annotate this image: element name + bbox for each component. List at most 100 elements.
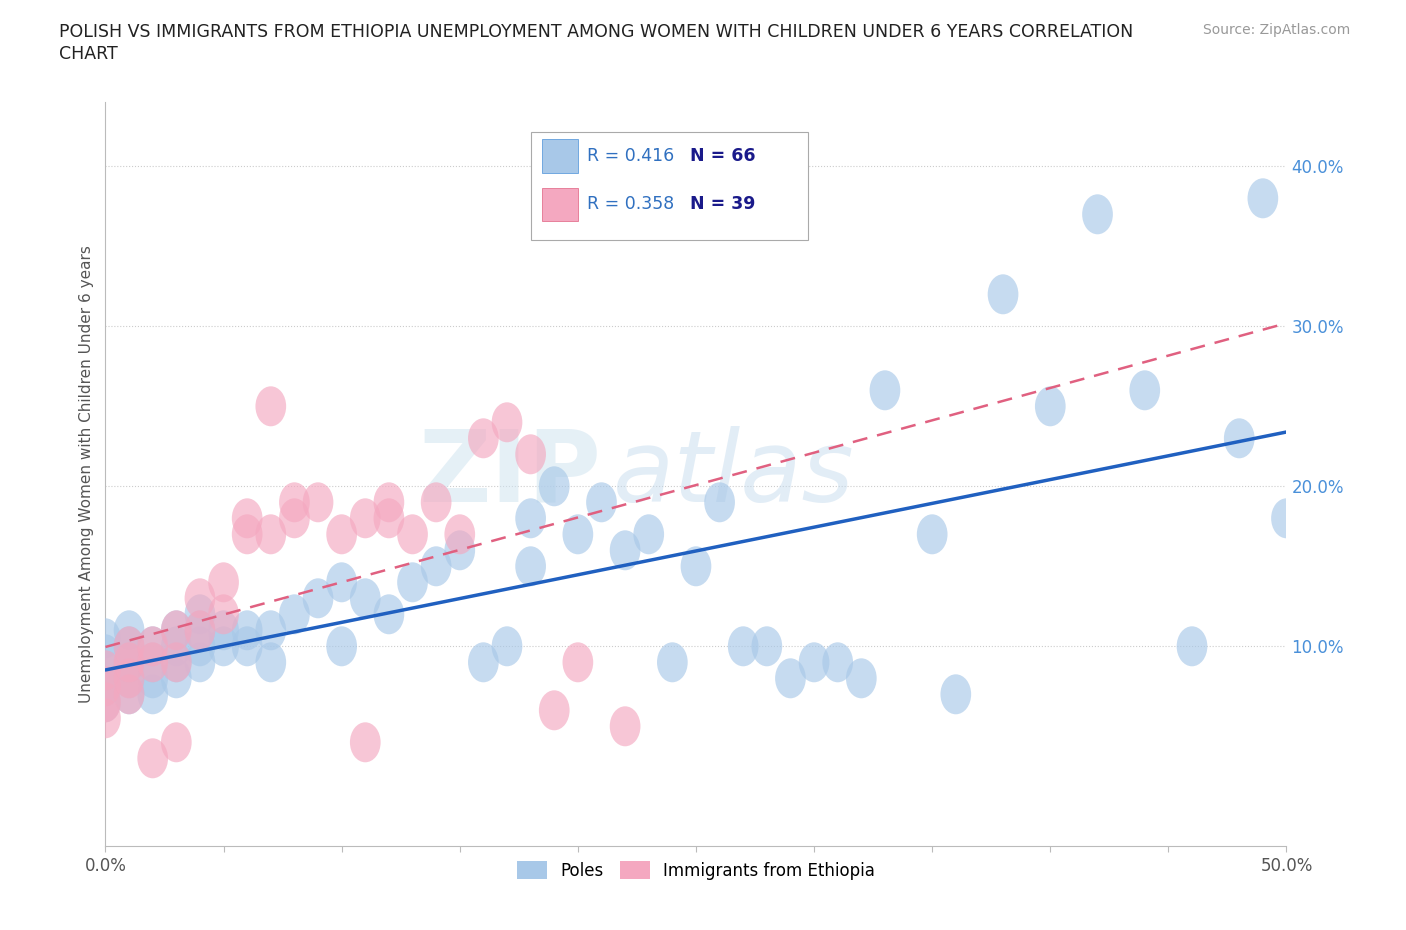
Ellipse shape xyxy=(208,626,239,666)
Ellipse shape xyxy=(232,498,263,538)
Bar xyxy=(543,188,578,221)
Ellipse shape xyxy=(256,610,287,650)
Ellipse shape xyxy=(751,626,782,666)
Ellipse shape xyxy=(160,610,191,650)
Ellipse shape xyxy=(396,514,427,554)
Ellipse shape xyxy=(138,738,169,778)
Y-axis label: Unemployment Among Women with Children Under 6 years: Unemployment Among Women with Children U… xyxy=(79,246,94,703)
Ellipse shape xyxy=(374,498,405,538)
Ellipse shape xyxy=(941,674,972,714)
Ellipse shape xyxy=(1083,194,1114,234)
Ellipse shape xyxy=(396,563,427,603)
Ellipse shape xyxy=(420,546,451,586)
Ellipse shape xyxy=(350,578,381,618)
Ellipse shape xyxy=(114,658,145,698)
Ellipse shape xyxy=(515,434,546,474)
Ellipse shape xyxy=(374,594,405,634)
Ellipse shape xyxy=(184,594,215,634)
Ellipse shape xyxy=(1223,418,1254,458)
Ellipse shape xyxy=(1271,498,1302,538)
Ellipse shape xyxy=(538,466,569,506)
Ellipse shape xyxy=(184,610,215,650)
Text: POLISH VS IMMIGRANTS FROM ETHIOPIA UNEMPLOYMENT AMONG WOMEN WITH CHILDREN UNDER : POLISH VS IMMIGRANTS FROM ETHIOPIA UNEMP… xyxy=(59,23,1133,41)
Ellipse shape xyxy=(728,626,759,666)
Ellipse shape xyxy=(160,643,191,683)
Ellipse shape xyxy=(987,274,1018,314)
Ellipse shape xyxy=(114,674,145,714)
Ellipse shape xyxy=(232,514,263,554)
Ellipse shape xyxy=(278,498,309,538)
Ellipse shape xyxy=(184,610,215,650)
Ellipse shape xyxy=(492,403,523,443)
Ellipse shape xyxy=(208,594,239,634)
Ellipse shape xyxy=(799,643,830,683)
Ellipse shape xyxy=(208,563,239,603)
Ellipse shape xyxy=(160,626,191,666)
Text: R = 0.416: R = 0.416 xyxy=(588,147,675,165)
Ellipse shape xyxy=(326,514,357,554)
Ellipse shape xyxy=(160,658,191,698)
Ellipse shape xyxy=(232,626,263,666)
Ellipse shape xyxy=(232,610,263,650)
Ellipse shape xyxy=(138,626,169,666)
Ellipse shape xyxy=(302,578,333,618)
Ellipse shape xyxy=(1177,626,1208,666)
Text: N = 66: N = 66 xyxy=(690,147,755,165)
Ellipse shape xyxy=(917,514,948,554)
Ellipse shape xyxy=(681,546,711,586)
Ellipse shape xyxy=(302,483,333,523)
Ellipse shape xyxy=(160,643,191,683)
Ellipse shape xyxy=(468,643,499,683)
Ellipse shape xyxy=(114,658,145,698)
Ellipse shape xyxy=(610,530,641,570)
Ellipse shape xyxy=(160,723,191,763)
Ellipse shape xyxy=(374,483,405,523)
Ellipse shape xyxy=(1035,386,1066,426)
Ellipse shape xyxy=(138,626,169,666)
Ellipse shape xyxy=(326,563,357,603)
Ellipse shape xyxy=(90,698,121,738)
Ellipse shape xyxy=(90,666,121,706)
Ellipse shape xyxy=(704,483,735,523)
Ellipse shape xyxy=(326,626,357,666)
Ellipse shape xyxy=(114,643,145,683)
Ellipse shape xyxy=(138,658,169,698)
Ellipse shape xyxy=(610,706,641,746)
Ellipse shape xyxy=(420,483,451,523)
Ellipse shape xyxy=(468,418,499,458)
Ellipse shape xyxy=(160,610,191,650)
Ellipse shape xyxy=(846,658,877,698)
Ellipse shape xyxy=(869,370,900,410)
Ellipse shape xyxy=(538,690,569,730)
Text: ZIP: ZIP xyxy=(419,426,602,523)
Ellipse shape xyxy=(184,626,215,666)
Ellipse shape xyxy=(90,683,121,723)
Text: CHART: CHART xyxy=(59,45,118,62)
Ellipse shape xyxy=(657,643,688,683)
Ellipse shape xyxy=(256,643,287,683)
Ellipse shape xyxy=(90,634,121,674)
Ellipse shape xyxy=(138,674,169,714)
Ellipse shape xyxy=(278,594,309,634)
Ellipse shape xyxy=(90,666,121,706)
Ellipse shape xyxy=(492,626,523,666)
Ellipse shape xyxy=(1247,179,1278,219)
Ellipse shape xyxy=(515,498,546,538)
Bar xyxy=(543,140,578,173)
Ellipse shape xyxy=(114,643,145,683)
FancyBboxPatch shape xyxy=(530,132,808,240)
Ellipse shape xyxy=(256,514,287,554)
Ellipse shape xyxy=(775,658,806,698)
Ellipse shape xyxy=(633,514,664,554)
Text: atlas: atlas xyxy=(613,426,855,523)
Ellipse shape xyxy=(823,643,853,683)
Text: Source: ZipAtlas.com: Source: ZipAtlas.com xyxy=(1202,23,1350,37)
Ellipse shape xyxy=(278,483,309,523)
Ellipse shape xyxy=(515,546,546,586)
Ellipse shape xyxy=(114,626,145,666)
Ellipse shape xyxy=(350,723,381,763)
Ellipse shape xyxy=(444,514,475,554)
Ellipse shape xyxy=(90,618,121,658)
Ellipse shape xyxy=(114,610,145,650)
Ellipse shape xyxy=(90,683,121,723)
